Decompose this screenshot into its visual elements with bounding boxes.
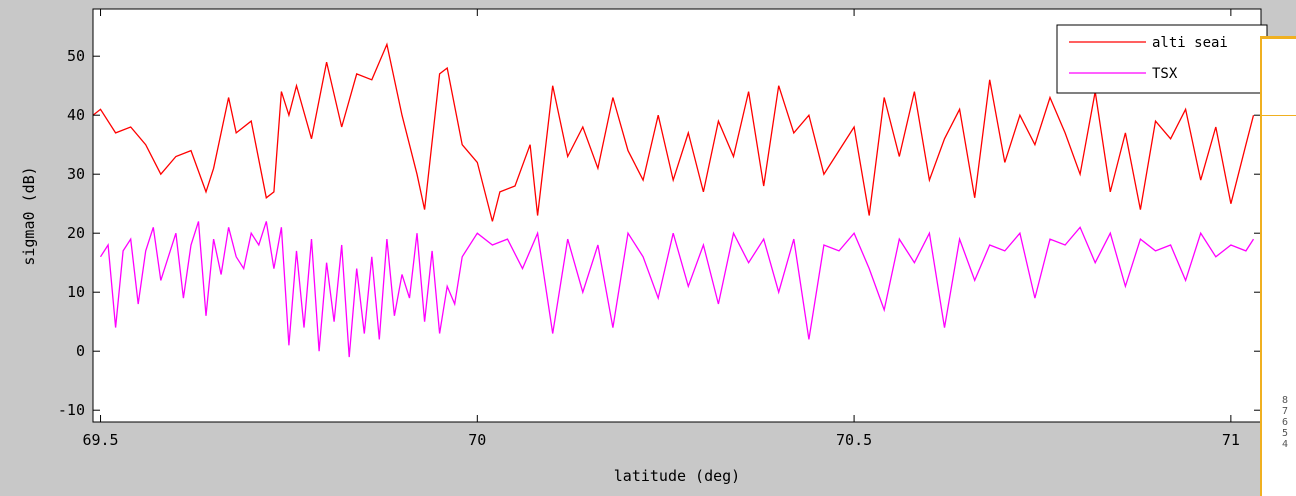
legend-label-alti: alti seai bbox=[1152, 35, 1228, 51]
legend: alti seai TSX bbox=[1056, 24, 1268, 94]
popup-digit: 5 bbox=[1282, 428, 1289, 439]
y-tick-label: 10 bbox=[67, 283, 85, 301]
series-layer bbox=[92, 42, 1255, 358]
x-tick-label: 70.5 bbox=[836, 431, 872, 449]
legend-label-tsx: TSX bbox=[1152, 66, 1178, 82]
x-tick-label: 69.5 bbox=[82, 431, 118, 449]
legend-box bbox=[1056, 24, 1268, 94]
y-tick-label: 30 bbox=[67, 165, 85, 183]
overlay-popup-panel[interactable]: 8 7 6 5 4 bbox=[1260, 36, 1296, 496]
popup-digit: 4 bbox=[1282, 439, 1289, 450]
x-tick-label: 71 bbox=[1222, 431, 1240, 449]
popup-divider bbox=[1262, 115, 1296, 116]
ticks-layer: -10 0 10 20 30 40 50 69.5 70 70.5 71 bbox=[58, 9, 1261, 449]
popup-digit: 6 bbox=[1282, 417, 1289, 428]
popup-digit-column: 8 7 6 5 4 bbox=[1282, 395, 1296, 450]
x-tick-label: 70 bbox=[468, 431, 486, 449]
x-axis-label: latitude (deg) bbox=[614, 467, 740, 485]
popup-digit: 7 bbox=[1282, 406, 1289, 417]
y-tick-label: 20 bbox=[67, 224, 85, 242]
y-tick-label: 40 bbox=[67, 106, 85, 124]
y-tick-label: -10 bbox=[58, 401, 85, 419]
series-line-tsx bbox=[99, 221, 1255, 358]
popup-digit: 8 bbox=[1282, 395, 1289, 406]
y-tick-label: 50 bbox=[67, 47, 85, 65]
y-axis-label: sigma0 (dB) bbox=[20, 166, 38, 265]
y-tick-label: 0 bbox=[76, 342, 85, 360]
series-line-alti-seai bbox=[92, 42, 1255, 222]
